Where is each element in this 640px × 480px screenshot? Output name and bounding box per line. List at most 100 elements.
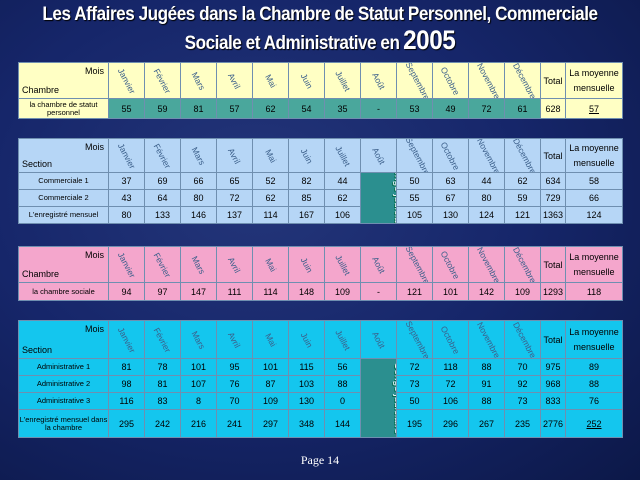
- value-cell: 80: [180, 189, 217, 207]
- month-label: Avril: [226, 329, 243, 350]
- title-year: 2005: [403, 25, 456, 55]
- value-cell: 267: [468, 409, 505, 438]
- value-cell: 98: [108, 375, 145, 393]
- value-cell: 124: [468, 206, 505, 224]
- value-cell: 114: [252, 206, 289, 224]
- month-label: Août: [369, 329, 388, 350]
- month-label: Octobre: [438, 64, 463, 97]
- month-header: Décembre: [504, 320, 541, 359]
- value-cell: 76: [216, 375, 253, 393]
- value-cell: 121: [396, 282, 433, 301]
- corner-top: Mois: [84, 142, 104, 152]
- month-header: Mai: [252, 62, 289, 99]
- value-cell: 92: [504, 375, 541, 393]
- value-cell: 59: [504, 189, 541, 207]
- value-cell: 72: [468, 98, 505, 119]
- header-row: Mois Chambre Janvier Février Mars Avril Mai Jui…: [18, 62, 623, 99]
- average-cell: 118: [565, 282, 623, 301]
- value-cell: 116: [108, 392, 145, 410]
- value-cell: 130: [432, 206, 469, 224]
- value-cell: 50: [396, 392, 433, 410]
- month-header: Novembre: [468, 320, 505, 359]
- value-cell: -: [360, 282, 397, 301]
- data-row: la chambre sociale 94 97 147 111 114 148 109-12…: [18, 282, 623, 301]
- value-cell: 72: [216, 189, 253, 207]
- value-cell: 62: [252, 189, 289, 207]
- month-header: Janvier: [108, 246, 145, 283]
- total-cell: 975: [540, 358, 566, 376]
- average-cell: 76: [565, 392, 623, 410]
- month-label: Mai: [262, 331, 279, 348]
- month-label: Novembre: [474, 138, 503, 173]
- value-cell: 8: [180, 392, 217, 410]
- data-row: la chambre de statut personnel 55 59 81 57 62…: [18, 98, 623, 119]
- value-cell: 63: [432, 172, 469, 190]
- value-cell: 56: [324, 358, 361, 376]
- month-header: Juillet: [324, 320, 361, 359]
- month-header: Mai: [252, 246, 289, 283]
- month-header: Septembre: [396, 138, 433, 173]
- total-cell: 833: [540, 392, 566, 410]
- month-label: Mai: [262, 72, 279, 89]
- month-label: Octobre: [438, 323, 463, 356]
- value-cell: 95: [216, 358, 253, 376]
- value-cell: 109: [504, 282, 541, 301]
- title-text: Sociale et Administrative en: [184, 33, 400, 54]
- average-header: La moyenne mensuelle: [565, 138, 623, 173]
- month-header: Janvier: [108, 62, 145, 99]
- value-cell: 146: [180, 206, 217, 224]
- total-cell: 634: [540, 172, 566, 190]
- month-header: Juillet: [324, 62, 361, 99]
- month-label: Octobre: [438, 139, 463, 172]
- corner-cell: Mois Section: [18, 138, 109, 173]
- month-label: Janvier: [115, 250, 138, 279]
- value-cell: 85: [288, 189, 325, 207]
- corner-cell: Mois Chambre: [18, 246, 109, 283]
- month-label: Juillet: [332, 143, 353, 168]
- month-label: Septembre: [403, 320, 432, 359]
- value-cell: 235: [504, 409, 541, 438]
- month-label: Février: [151, 141, 174, 170]
- value-cell: 133: [144, 206, 181, 224]
- value-cell: 73: [396, 375, 433, 393]
- month-label: Mai: [262, 256, 279, 273]
- month-header: Janvier: [108, 320, 145, 359]
- total-header: Total: [540, 320, 566, 359]
- month-header: Janvier: [108, 138, 145, 173]
- value-cell: 55: [396, 189, 433, 207]
- month-header: Septembre: [396, 246, 433, 283]
- value-cell: 81: [144, 375, 181, 393]
- row-label: Commerciale 2: [18, 189, 109, 207]
- month-label: Janvier: [115, 141, 138, 170]
- value-cell: 111: [216, 282, 253, 301]
- value-cell: 348: [288, 409, 325, 438]
- value-cell: 107: [180, 375, 217, 393]
- average-header: La moyenne mensuelle: [565, 62, 623, 99]
- month-header: Juin: [288, 246, 325, 283]
- value-cell: 81: [180, 98, 217, 119]
- data-row: L'enregistré mensuel dans la chambre 295 2…: [18, 409, 623, 438]
- month-header: Décembre: [504, 138, 541, 173]
- month-label: Octobre: [438, 248, 463, 281]
- value-cell: 87: [252, 375, 289, 393]
- value-cell: 57: [216, 98, 253, 119]
- value-cell: 64: [144, 189, 181, 207]
- value-cell: 242: [144, 409, 181, 438]
- month-label: Août: [369, 145, 388, 166]
- value-cell: 72: [432, 375, 469, 393]
- value-cell: 80: [108, 206, 145, 224]
- conge-cell: Congé judiciaire: [360, 172, 397, 224]
- value-cell: 101: [180, 358, 217, 376]
- value-cell: 147: [180, 282, 217, 301]
- value-cell: 216: [180, 409, 217, 438]
- month-header: Juin: [288, 138, 325, 173]
- value-cell: 105: [396, 206, 433, 224]
- value-cell: 82: [288, 172, 325, 190]
- value-cell: 142: [468, 282, 505, 301]
- value-cell: 67: [432, 189, 469, 207]
- month-label: Décembre: [510, 246, 539, 283]
- corner-cell: Mois Section: [18, 320, 109, 359]
- month-header: Novembre: [468, 138, 505, 173]
- month-label: Avril: [226, 145, 243, 166]
